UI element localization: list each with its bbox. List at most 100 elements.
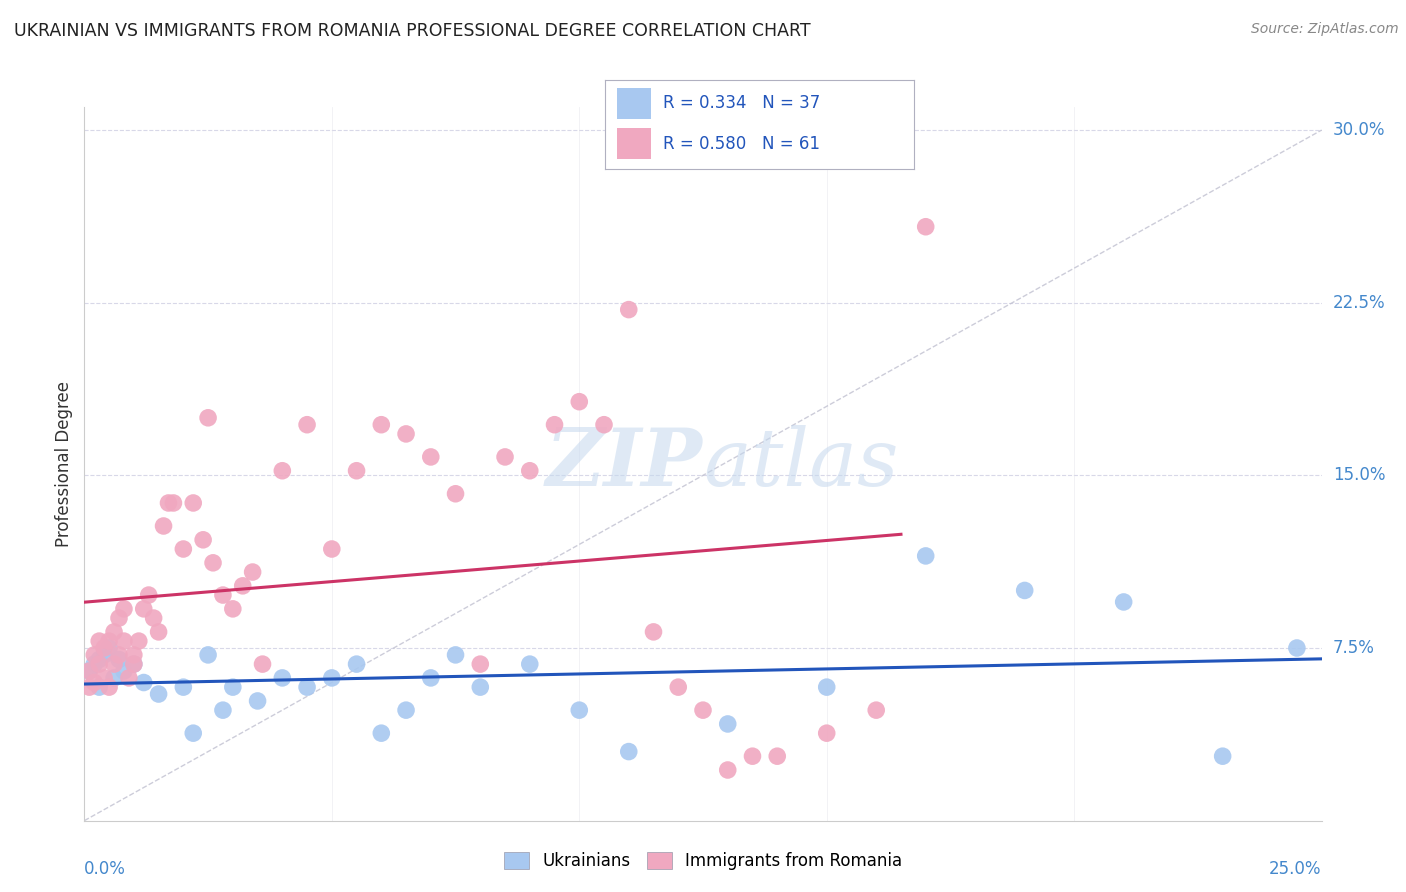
Text: 15.0%: 15.0%: [1333, 467, 1385, 484]
Point: [93, 671, 115, 685]
Point: [132, 675, 155, 690]
Point: [865, 703, 887, 717]
Text: 25.0%: 25.0%: [1270, 860, 1322, 878]
Point: [741, 749, 763, 764]
Point: [271, 671, 294, 685]
Point: [222, 680, 245, 694]
Point: [295, 417, 318, 432]
Point: [122, 648, 145, 662]
Point: [470, 657, 492, 672]
Point: [162, 496, 184, 510]
Point: [79, 680, 101, 694]
Point: [419, 671, 441, 685]
Point: [122, 657, 145, 672]
Text: ZIP: ZIP: [546, 425, 703, 502]
Point: [914, 219, 936, 234]
Point: [643, 624, 665, 639]
Point: [815, 726, 838, 740]
Point: [181, 726, 204, 740]
Point: [197, 648, 219, 662]
Point: [108, 648, 131, 662]
Point: [444, 487, 467, 501]
Point: [181, 496, 204, 510]
Point: [717, 763, 740, 777]
Point: [666, 680, 689, 694]
Point: [212, 703, 235, 717]
Point: [321, 671, 343, 685]
Point: [766, 749, 789, 764]
Point: [112, 664, 135, 678]
Point: [246, 694, 269, 708]
Point: [568, 394, 591, 409]
Point: [271, 464, 294, 478]
Point: [83, 675, 105, 690]
Point: [346, 657, 368, 672]
Bar: [617, 88, 651, 119]
Point: [142, 611, 165, 625]
Point: [395, 703, 418, 717]
Point: [370, 726, 392, 740]
Point: [395, 426, 418, 441]
Point: [98, 640, 121, 655]
Point: [717, 717, 740, 731]
Point: [252, 657, 274, 672]
Point: [419, 450, 441, 464]
Point: [157, 496, 180, 510]
Point: [89, 652, 111, 666]
Point: [1112, 595, 1135, 609]
Point: [543, 417, 565, 432]
Text: Source: ZipAtlas.com: Source: ZipAtlas.com: [1251, 22, 1399, 37]
Point: [122, 657, 145, 672]
Point: [593, 417, 616, 432]
Text: R = 0.580   N = 61: R = 0.580 N = 61: [664, 135, 820, 153]
Point: [242, 565, 264, 579]
Point: [494, 450, 516, 464]
Point: [83, 657, 105, 672]
Point: [519, 657, 541, 672]
Point: [1212, 749, 1234, 764]
Point: [118, 671, 141, 685]
Point: [98, 680, 121, 694]
Text: 30.0%: 30.0%: [1333, 121, 1385, 139]
Text: UKRAINIAN VS IMMIGRANTS FROM ROMANIA PROFESSIONAL DEGREE CORRELATION CHART: UKRAINIAN VS IMMIGRANTS FROM ROMANIA PRO…: [14, 22, 811, 40]
Legend: Ukrainians, Immigrants from Romania: Ukrainians, Immigrants from Romania: [498, 845, 908, 877]
Point: [1285, 640, 1308, 655]
Point: [148, 624, 170, 639]
Point: [202, 556, 225, 570]
Point: [93, 640, 115, 655]
Point: [222, 602, 245, 616]
Point: [444, 648, 467, 662]
Point: [103, 624, 125, 639]
Point: [98, 634, 121, 648]
Point: [295, 680, 318, 694]
Point: [321, 541, 343, 556]
Point: [103, 671, 125, 685]
Point: [93, 648, 115, 662]
Point: [692, 703, 714, 717]
Text: 7.5%: 7.5%: [1333, 639, 1375, 657]
Point: [112, 602, 135, 616]
Point: [79, 664, 101, 678]
Point: [83, 648, 105, 662]
Point: [346, 464, 368, 478]
Point: [568, 703, 591, 717]
Point: [89, 657, 111, 672]
Point: [152, 519, 174, 533]
Point: [191, 533, 214, 547]
Point: [172, 541, 194, 556]
Point: [197, 410, 219, 425]
Point: [132, 602, 155, 616]
Point: [617, 302, 640, 317]
Point: [914, 549, 936, 563]
Point: [470, 680, 492, 694]
Point: [108, 611, 131, 625]
Point: [370, 417, 392, 432]
Point: [172, 680, 194, 694]
Text: 22.5%: 22.5%: [1333, 293, 1385, 311]
Text: 0.0%: 0.0%: [84, 860, 127, 878]
Point: [128, 634, 150, 648]
Point: [617, 745, 640, 759]
Text: R = 0.334   N = 37: R = 0.334 N = 37: [664, 95, 821, 112]
Text: atlas: atlas: [703, 425, 898, 502]
Bar: [617, 128, 651, 159]
